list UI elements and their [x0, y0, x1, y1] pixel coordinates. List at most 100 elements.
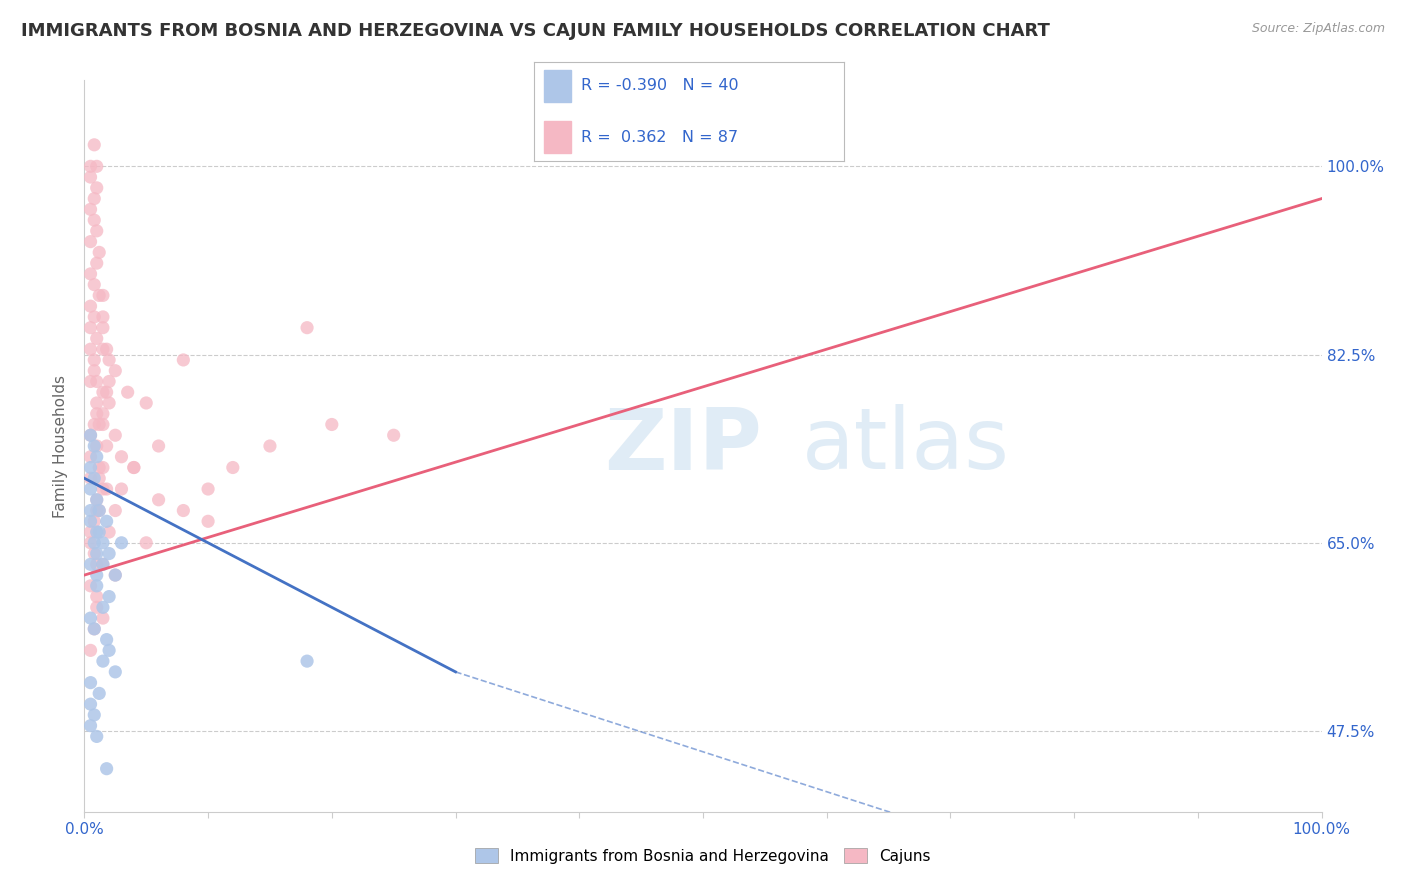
- Text: R =  0.362   N = 87: R = 0.362 N = 87: [581, 129, 738, 145]
- Point: [91, 342, 114, 356]
- Point: [86, 159, 108, 173]
- Point: [79, 611, 101, 625]
- Legend: Immigrants from Bosnia and Herzegovina, Cajuns: Immigrants from Bosnia and Herzegovina, …: [470, 842, 936, 870]
- Point: [79, 719, 101, 733]
- Point: [79, 460, 101, 475]
- Point: [79, 503, 101, 517]
- Point: [98, 375, 121, 389]
- Point: [86, 600, 108, 615]
- Y-axis label: Family Households: Family Households: [53, 375, 69, 517]
- Point: [86, 224, 108, 238]
- Point: [83, 213, 105, 227]
- Point: [96, 762, 118, 776]
- Bar: [544, 121, 571, 153]
- Point: [91, 558, 114, 572]
- Point: [79, 450, 101, 464]
- Point: [96, 632, 118, 647]
- Point: [110, 536, 132, 550]
- Point: [91, 558, 114, 572]
- Point: [79, 524, 101, 539]
- Point: [91, 320, 114, 334]
- Point: [79, 514, 101, 528]
- Point: [96, 514, 118, 528]
- Point: [89, 503, 111, 517]
- Bar: [544, 70, 571, 102]
- Point: [382, 428, 405, 442]
- Point: [91, 310, 114, 324]
- Point: [83, 536, 105, 550]
- Point: [79, 558, 101, 572]
- Point: [89, 524, 111, 539]
- Point: [79, 428, 101, 442]
- Point: [83, 707, 105, 722]
- Point: [96, 342, 118, 356]
- Point: [96, 439, 118, 453]
- Point: [89, 245, 111, 260]
- Point: [79, 299, 101, 313]
- Text: Source: ZipAtlas.com: Source: ZipAtlas.com: [1251, 22, 1385, 36]
- Point: [79, 202, 101, 217]
- Point: [222, 460, 245, 475]
- Point: [104, 665, 127, 679]
- Point: [86, 450, 108, 464]
- Point: [79, 342, 101, 356]
- Point: [79, 170, 101, 185]
- Point: [172, 503, 194, 517]
- Point: [91, 482, 114, 496]
- Point: [148, 492, 170, 507]
- Point: [89, 503, 111, 517]
- Point: [98, 547, 121, 561]
- Point: [98, 590, 121, 604]
- Point: [86, 439, 108, 453]
- Point: [321, 417, 343, 432]
- Point: [83, 471, 105, 485]
- Point: [91, 611, 114, 625]
- Point: [79, 375, 101, 389]
- Point: [86, 181, 108, 195]
- Point: [79, 471, 101, 485]
- Text: ZIP: ZIP: [605, 404, 762, 488]
- Point: [295, 654, 318, 668]
- Point: [86, 396, 108, 410]
- Point: [79, 643, 101, 657]
- Point: [91, 536, 114, 550]
- Point: [96, 482, 118, 496]
- Point: [96, 385, 118, 400]
- Point: [79, 320, 101, 334]
- Point: [83, 364, 105, 378]
- Text: IMMIGRANTS FROM BOSNIA AND HERZEGOVINA VS CAJUN FAMILY HOUSEHOLDS CORRELATION CH: IMMIGRANTS FROM BOSNIA AND HERZEGOVINA V…: [21, 22, 1050, 40]
- Point: [295, 320, 318, 334]
- Point: [89, 460, 111, 475]
- Point: [83, 439, 105, 453]
- Point: [91, 600, 114, 615]
- Point: [98, 643, 121, 657]
- Point: [172, 353, 194, 368]
- Point: [79, 697, 101, 711]
- Point: [89, 471, 111, 485]
- Point: [83, 192, 105, 206]
- Point: [86, 568, 108, 582]
- Point: [83, 417, 105, 432]
- Point: [83, 622, 105, 636]
- Point: [86, 590, 108, 604]
- Point: [197, 482, 219, 496]
- Point: [110, 482, 132, 496]
- Point: [86, 256, 108, 270]
- Point: [83, 137, 105, 152]
- Point: [86, 730, 108, 744]
- Point: [83, 310, 105, 324]
- Point: [135, 396, 157, 410]
- Point: [122, 460, 145, 475]
- Point: [444, 826, 467, 840]
- Point: [98, 524, 121, 539]
- Point: [89, 288, 111, 302]
- Point: [86, 524, 108, 539]
- Point: [148, 439, 170, 453]
- Point: [91, 288, 114, 302]
- Point: [89, 686, 111, 700]
- Point: [91, 654, 114, 668]
- Point: [104, 428, 127, 442]
- Point: [79, 482, 101, 496]
- Point: [259, 439, 281, 453]
- Point: [110, 450, 132, 464]
